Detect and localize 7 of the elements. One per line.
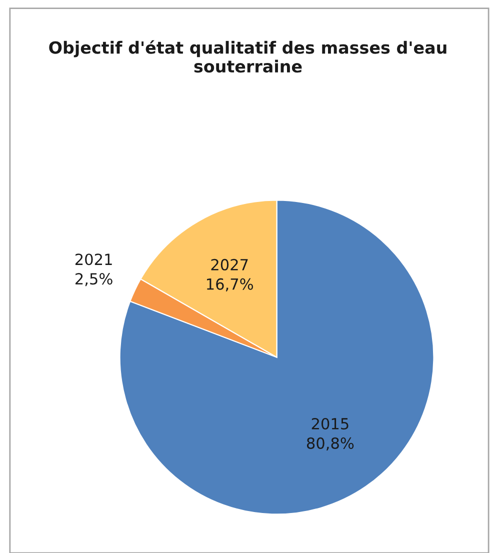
chart-title: Objectif d'état qualitatif des masses d'eau souterraine — [49, 40, 446, 73]
slice-label: 2027 — [211, 258, 248, 270]
slice-label: 2021 — [75, 254, 112, 266]
data-label: 80,8% — [306, 437, 354, 451]
data-label: 2,5% — [76, 273, 112, 286]
data-label: 16,7% — [207, 278, 254, 292]
slice-label: 2015 — [312, 418, 348, 430]
